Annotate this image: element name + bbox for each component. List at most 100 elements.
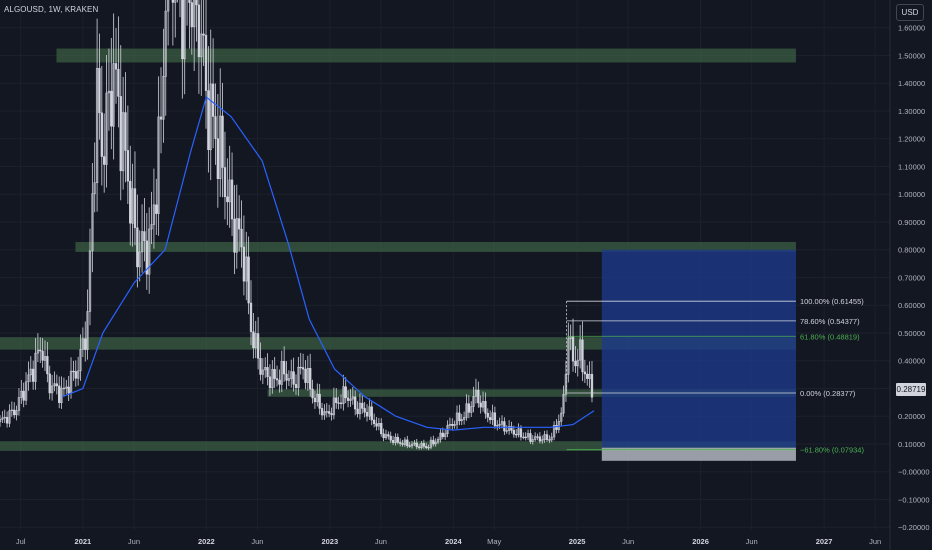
candle-body — [39, 349, 42, 352]
candle-body — [190, 2, 193, 28]
candle-body — [53, 383, 56, 387]
candle-body — [290, 371, 293, 379]
moving-average-line — [61, 96, 595, 431]
candle-body — [181, 0, 184, 60]
candle-body — [287, 378, 291, 381]
candle-body — [159, 116, 163, 120]
horizontal-zone[interactable] — [75, 241, 796, 252]
fibonacci-retracement: 100.00% (0.61455) 78.60% (0.54377) 61.80% … — [566, 297, 864, 455]
candle-body — [332, 397, 336, 416]
candle-body — [107, 90, 111, 94]
candle-body — [342, 386, 345, 404]
candle-body — [204, 34, 208, 91]
candle-body — [249, 302, 253, 332]
horizontal-zone[interactable] — [0, 337, 796, 350]
symbol-title[interactable]: ALGOUSD, 1W, KRAKEN — [4, 5, 99, 14]
candle-body — [394, 436, 397, 443]
candle-body — [283, 361, 286, 375]
price-tick-label: 0.20000 — [898, 412, 925, 421]
candle-body — [252, 331, 255, 349]
candle-body — [325, 411, 328, 413]
candle-body — [384, 434, 388, 439]
candle-body — [140, 231, 144, 253]
horizontal-zone[interactable] — [267, 389, 796, 397]
price-tick-label: −0.10000 — [898, 495, 930, 504]
candle-body — [17, 397, 21, 411]
candle-body — [576, 359, 579, 367]
candle-body — [425, 446, 428, 448]
position-target-zone[interactable] — [601, 249, 796, 448]
candle-body — [20, 390, 23, 398]
candle-body — [105, 92, 108, 165]
candle-body — [567, 338, 570, 375]
price-tick-label: 1.20000 — [898, 135, 925, 144]
position-stop-zone[interactable] — [601, 447, 796, 461]
candle-body — [479, 402, 482, 408]
candle-body — [346, 397, 350, 401]
candle-body — [510, 426, 513, 431]
candle-body — [320, 408, 324, 416]
candles — [0, 0, 594, 451]
candle-body — [531, 439, 534, 442]
candle-body — [339, 402, 343, 404]
candle-body — [389, 435, 392, 441]
candle-body — [434, 441, 437, 445]
candle-body — [202, 33, 205, 36]
candle-body — [247, 256, 250, 304]
candle-body — [278, 379, 281, 385]
candle-body — [131, 188, 134, 224]
time-tick-label: Jul — [16, 537, 26, 546]
candle-body — [1, 417, 4, 420]
candle-body — [297, 366, 300, 388]
candle-body — [327, 411, 331, 414]
candle-body — [451, 423, 454, 426]
candle-body — [444, 433, 447, 437]
candle-body — [29, 368, 32, 376]
candle-body — [238, 218, 241, 230]
fib-level-label: 78.60% (0.54377) — [800, 317, 860, 326]
currency-selector[interactable]: USD — [896, 4, 924, 21]
candle-body — [46, 356, 49, 375]
candle-body — [62, 387, 66, 390]
candle-body — [81, 338, 85, 350]
candle-body — [88, 250, 92, 312]
time-tick-label: Jun — [622, 537, 634, 546]
candle-body — [406, 439, 409, 446]
candle-body — [34, 352, 37, 382]
candle-body — [427, 447, 430, 449]
candle-body — [65, 386, 68, 389]
candle-body — [155, 204, 158, 214]
candle-body — [581, 339, 584, 373]
candle-body — [43, 356, 47, 361]
horizontal-zone[interactable] — [56, 48, 796, 63]
candle-body — [538, 436, 542, 442]
candle-body — [522, 436, 525, 439]
candle-body — [294, 384, 298, 388]
candle-body — [306, 368, 309, 383]
candle-body — [526, 433, 530, 438]
candle-body — [79, 349, 82, 372]
price-tick-label: 1.30000 — [898, 107, 925, 116]
candle-body — [275, 378, 279, 381]
time-tick-label: Jun — [869, 537, 881, 546]
time-tick-label: 2022 — [198, 537, 215, 546]
candle-body — [15, 410, 18, 416]
candle-body — [391, 439, 395, 443]
time-tick-label: 2021 — [75, 537, 92, 546]
candle-body — [399, 442, 402, 444]
candle-body — [368, 406, 371, 417]
candle-body — [507, 426, 511, 431]
candle-body — [550, 436, 553, 441]
candle-body — [365, 411, 369, 417]
time-tick-label: 2024 — [445, 537, 463, 546]
candle-body — [432, 439, 435, 445]
horizontal-zone[interactable] — [0, 441, 796, 451]
fib-level-label: 0.00% (0.28377) — [800, 389, 856, 398]
candle-body — [491, 412, 494, 421]
current-price-badge: 0.28719 — [896, 383, 926, 396]
candle-body — [103, 156, 106, 165]
candle-body — [387, 434, 390, 437]
candle-body — [316, 393, 319, 403]
candle-body — [429, 439, 433, 448]
